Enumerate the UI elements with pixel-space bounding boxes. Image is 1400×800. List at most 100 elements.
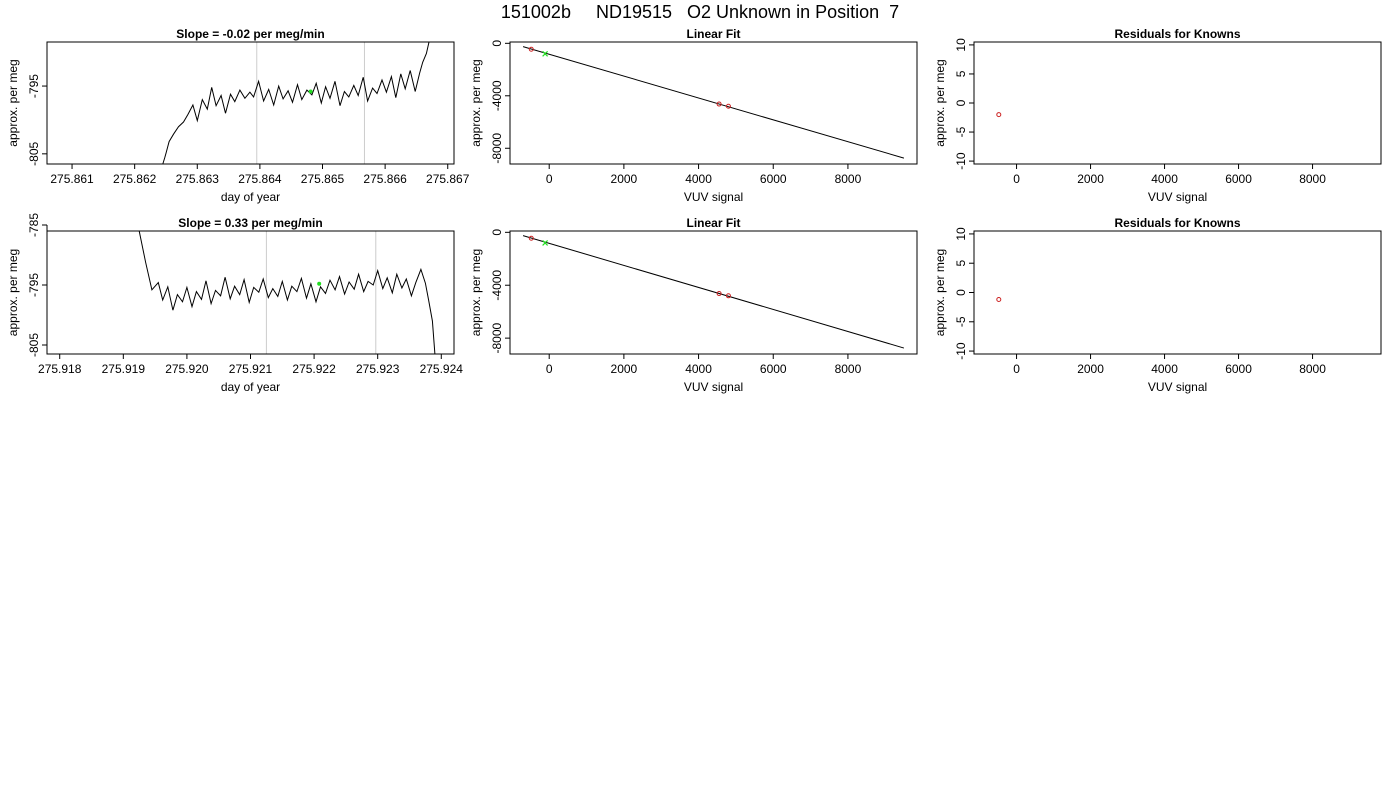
plot-area bbox=[522, 235, 905, 349]
page-title: 151002b ND19515 O2 Unknown in Position 7 bbox=[500, 2, 900, 22]
y-tick-label: 10 bbox=[954, 38, 968, 52]
x-axis-label: VUV signal bbox=[684, 190, 743, 204]
y-tick-label: -805 bbox=[27, 333, 41, 357]
plot-frame bbox=[973, 41, 1382, 165]
y-tick-label: -795 bbox=[27, 273, 41, 297]
x-tick-label: 6000 bbox=[760, 362, 787, 376]
x-tick-label: 275.862 bbox=[113, 172, 157, 186]
x-tick-label: 275.918 bbox=[38, 362, 82, 376]
panel-5: Linear Fit 0 2000 4000 6000 8000 0 -4000 -8000 VU… bbox=[469, 216, 918, 394]
known-point bbox=[716, 101, 722, 107]
plot-area bbox=[162, 42, 430, 164]
x-tick-label: 0 bbox=[546, 172, 553, 186]
plot-frame bbox=[46, 41, 455, 165]
x-tick-label: 275.921 bbox=[229, 362, 273, 376]
data-series-line bbox=[162, 42, 430, 164]
x-tick-label: 275.861 bbox=[50, 172, 94, 186]
plot-title: Residuals for Knowns bbox=[1114, 27, 1240, 41]
known-point bbox=[528, 46, 534, 52]
unknown-point bbox=[542, 239, 549, 246]
panel-2: Linear Fit 0 2000 4000 6000 8000 0 -4000 -8000 VU… bbox=[469, 27, 918, 204]
y-tick-label: -795 bbox=[27, 74, 41, 98]
known-point bbox=[528, 235, 534, 241]
plot-title: Slope = -0.02 per meg/min bbox=[176, 27, 324, 41]
x-tick-label: 0 bbox=[546, 362, 553, 376]
x-tick-label: 4000 bbox=[685, 362, 712, 376]
y-tick-label: 0 bbox=[490, 229, 504, 236]
y-axis-label: approx. per meg bbox=[469, 249, 483, 336]
y-axis-label: approx. per meg bbox=[933, 249, 947, 336]
plot-frame bbox=[509, 41, 918, 165]
x-tick-label: 8000 bbox=[1299, 172, 1326, 186]
plot-frame bbox=[46, 230, 455, 355]
x-tick-label: 0 bbox=[1013, 362, 1020, 376]
x-tick-label: 275.867 bbox=[426, 172, 470, 186]
plot-frame bbox=[509, 230, 918, 355]
y-axis-label: approx. per meg bbox=[6, 59, 20, 146]
unknown-point bbox=[542, 50, 549, 57]
x-tick-label: 8000 bbox=[835, 172, 862, 186]
x-axis-label: VUV signal bbox=[684, 380, 743, 394]
x-tick-label: 2000 bbox=[611, 172, 638, 186]
x-tick-label: 4000 bbox=[1151, 362, 1178, 376]
panel-6: Residuals for Knowns 0 2000 4000 6000 8000 10 5… bbox=[933, 216, 1382, 394]
y-tick-label: -10 bbox=[954, 152, 968, 170]
y-axis-label: approx. per meg bbox=[469, 59, 483, 146]
y-tick-label: -785 bbox=[27, 213, 41, 237]
x-tick-label: 6000 bbox=[760, 172, 787, 186]
x-tick-label: 0 bbox=[1013, 172, 1020, 186]
residual-point bbox=[996, 297, 1002, 303]
x-tick-label: 8000 bbox=[1299, 362, 1326, 376]
x-axis-label: day of year bbox=[221, 380, 280, 394]
x-tick-label: 2000 bbox=[1077, 362, 1104, 376]
plot-area bbox=[522, 46, 905, 159]
x-tick-label: 6000 bbox=[1225, 172, 1252, 186]
plot-area bbox=[996, 112, 1002, 118]
y-tick-label: 10 bbox=[954, 227, 968, 241]
y-tick-label: -10 bbox=[954, 342, 968, 360]
x-tick-label: 275.922 bbox=[292, 362, 336, 376]
x-tick-label: 275.920 bbox=[165, 362, 209, 376]
fit-line bbox=[522, 235, 905, 349]
x-tick-label: 4000 bbox=[1151, 172, 1178, 186]
panel-3: Residuals for Knowns 0 2000 4000 6000 8000 10 5… bbox=[933, 27, 1382, 204]
plot-title: Slope = 0.33 per meg/min bbox=[178, 216, 322, 230]
x-tick-label: 2000 bbox=[1077, 172, 1104, 186]
y-tick-label: 0 bbox=[954, 99, 968, 106]
x-axis-label: VUV signal bbox=[1148, 190, 1207, 204]
y-axis-label: approx. per meg bbox=[6, 249, 20, 336]
y-tick-label: -5 bbox=[954, 316, 968, 327]
y-tick-label: -5 bbox=[954, 126, 968, 137]
unknown-average-point bbox=[308, 89, 313, 94]
x-tick-label: 8000 bbox=[835, 362, 862, 376]
plot-title: Residuals for Knowns bbox=[1114, 216, 1240, 230]
y-tick-label: 0 bbox=[954, 289, 968, 296]
plot-title: Linear Fit bbox=[686, 216, 740, 230]
residual-point bbox=[996, 112, 1002, 118]
x-axis-label: VUV signal bbox=[1148, 380, 1207, 394]
y-tick-label: 0 bbox=[490, 40, 504, 47]
x-axis-label: day of year bbox=[221, 190, 280, 204]
y-tick-label: 5 bbox=[954, 70, 968, 77]
x-tick-label: 275.865 bbox=[301, 172, 345, 186]
x-tick-label: 275.866 bbox=[363, 172, 407, 186]
x-tick-label: 2000 bbox=[611, 362, 638, 376]
x-tick-label: 6000 bbox=[1225, 362, 1252, 376]
known-point bbox=[725, 103, 731, 109]
x-tick-label: 275.919 bbox=[102, 362, 146, 376]
x-tick-label: 275.924 bbox=[420, 362, 464, 376]
plot-area bbox=[996, 297, 1002, 303]
panel-4: Slope = 0.33 per meg/min 275.918 275.919 27… bbox=[6, 213, 463, 394]
y-axis-label: approx. per meg bbox=[933, 59, 947, 146]
known-point bbox=[716, 291, 722, 297]
x-tick-label: 275.863 bbox=[176, 172, 220, 186]
known-point bbox=[725, 293, 731, 299]
x-tick-label: 275.864 bbox=[238, 172, 282, 186]
y-tick-label: -4000 bbox=[490, 270, 504, 301]
y-tick-label: 5 bbox=[954, 260, 968, 267]
data-series-line bbox=[138, 231, 436, 354]
y-tick-label: -4000 bbox=[490, 80, 504, 111]
x-tick-label: 275.923 bbox=[356, 362, 400, 376]
unknown-average-point bbox=[317, 281, 322, 286]
